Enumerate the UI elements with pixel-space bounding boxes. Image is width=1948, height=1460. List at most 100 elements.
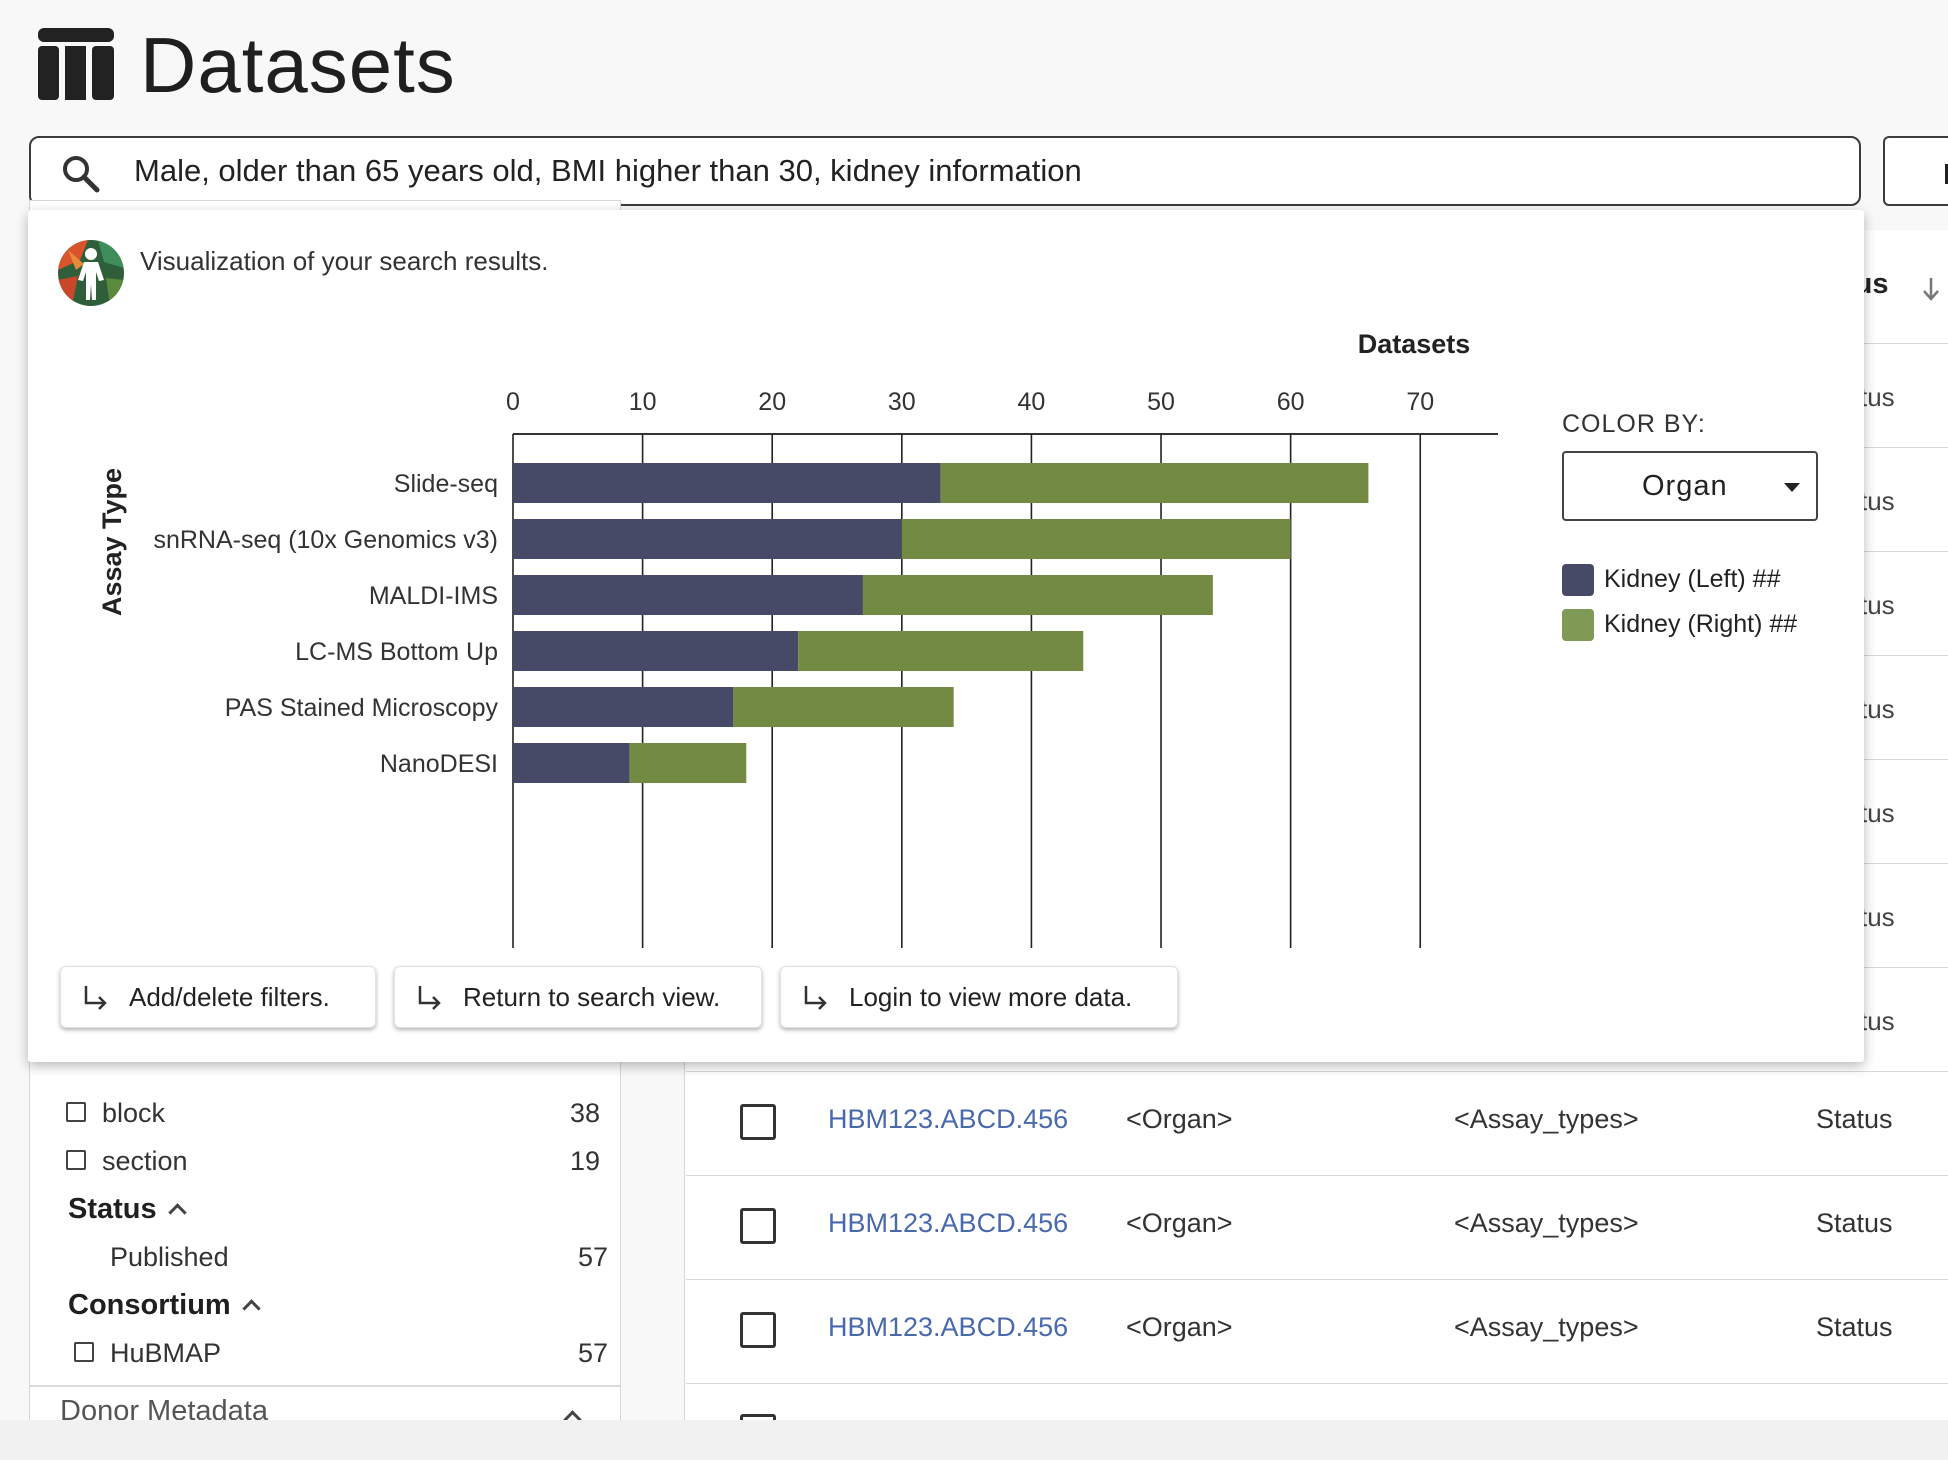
bar-kidney-right: [940, 463, 1369, 503]
bar-kidney-left: [513, 575, 863, 615]
filter-item-section[interactable]: section 19: [60, 1141, 600, 1181]
organ-cell: <Organ>: [1126, 1208, 1233, 1238]
dataset-id-link[interactable]: HBM123.ABCD.456: [828, 1104, 1069, 1134]
bar-kidney-left: [513, 463, 941, 503]
filter-item-count: 19: [569, 1146, 600, 1176]
x-tick-label: 40: [1018, 388, 1046, 416]
checkbox[interactable]: [66, 1102, 86, 1122]
status-cell: tus: [1860, 694, 1895, 724]
assistant-avatar-icon: [58, 240, 124, 306]
y-tick-label: MALDI-IMS: [369, 582, 498, 610]
status-cell: tus: [1860, 902, 1895, 932]
row-divider: [686, 1383, 1948, 1384]
x-tick-label: 50: [1147, 388, 1175, 416]
sort-arrow-icon[interactable]: [1922, 276, 1940, 302]
filter-item-block[interactable]: block 38: [60, 1093, 600, 1133]
table-row[interactable]: HBM123.ABCD.456 <Organ> <Assay_types> St…: [686, 1280, 1948, 1384]
filter-heading-status[interactable]: Status: [68, 1189, 187, 1229]
organ-cell: <Organ>: [1126, 1312, 1233, 1342]
filter-item-label: HuBMAP: [110, 1338, 222, 1368]
color-by-value: Organ: [1642, 470, 1728, 502]
status-cell: tus: [1860, 798, 1895, 828]
color-by-select[interactable]: Organ: [1562, 451, 1818, 521]
table-icon: [38, 28, 114, 100]
assay-cell: <Assay_types>: [1454, 1312, 1639, 1342]
filter-heading-consortium[interactable]: Consortium: [68, 1285, 261, 1325]
bar-kidney-right: [798, 631, 1084, 671]
filter-item-label: section: [102, 1146, 188, 1176]
return-arrow-icon: [418, 986, 441, 1010]
bar-kidney-left: [513, 743, 630, 783]
y-tick-label: NanoDESI: [380, 750, 498, 778]
filter-item-count: 38: [569, 1098, 600, 1128]
bar-kidney-left: [513, 631, 799, 671]
chevron-up-icon[interactable]: [563, 1410, 582, 1420]
row-divider: [686, 1071, 1948, 1072]
y-tick-label: Slide-seq: [394, 470, 498, 498]
y-tick-label: snRNA-seq (10x Genomics v3): [153, 526, 498, 554]
filter-heading-label: Consortium: [68, 1289, 231, 1321]
x-tick-label: 20: [758, 388, 786, 416]
datasets-page: Datasets Male, older than 65 years old, …: [28, 21, 1948, 1420]
x-tick-label: 0: [506, 388, 520, 416]
search-input[interactable]: Male, older than 65 years old, BMI highe…: [134, 153, 1082, 188]
legend-label: Kidney (Left) ##: [1604, 565, 1781, 593]
status-cell: Status: [1816, 1312, 1893, 1342]
stacked-bar-chart: Datasets Assay Type 0 10 20 30 40 50 60 70 Slide-s…: [97, 329, 1498, 948]
color-by-label: COLOR BY:: [1562, 410, 1706, 438]
assay-cell: <Assay_types>: [1454, 1104, 1639, 1134]
search-side-button[interactable]: [1883, 136, 1948, 206]
table-row[interactable]: [686, 1384, 1948, 1420]
table-row[interactable]: HBM123.ABCD.456 <Organ> <Assay_types> St…: [686, 1072, 1948, 1176]
x-tick-label: 10: [629, 388, 657, 416]
bar-kidney-left: [513, 687, 734, 727]
x-tick-label: 60: [1277, 388, 1305, 416]
checkbox[interactable]: [66, 1150, 86, 1170]
search-icon[interactable]: [61, 154, 101, 194]
page-title: Datasets: [140, 21, 456, 109]
bar-kidney-right: [862, 575, 1213, 615]
checkbox[interactable]: [74, 1342, 94, 1362]
organ-cell: <Organ>: [1126, 1104, 1233, 1134]
row-checkbox[interactable]: [740, 1312, 776, 1348]
row-checkbox[interactable]: [740, 1414, 776, 1420]
dataset-id-link[interactable]: HBM123.ABCD.456: [828, 1208, 1069, 1238]
status-cell: tus: [1860, 382, 1895, 412]
status-cell: Status: [1816, 1208, 1893, 1238]
y-axis-title: Assay Type: [97, 468, 127, 616]
dataset-id-link[interactable]: HBM123.ABCD.456: [828, 1312, 1069, 1342]
assay-cell: <Assay_types>: [1454, 1208, 1639, 1238]
filter-item-hubmap[interactable]: HuBMAP 57: [68, 1333, 608, 1373]
filter-item-count: 57: [577, 1242, 608, 1272]
row-checkbox[interactable]: [740, 1104, 776, 1140]
popup-subtitle: Visualization of your search results.: [140, 246, 549, 276]
status-cell: tus: [1860, 590, 1895, 620]
bar-kidney-right: [733, 687, 954, 727]
bar-kidney-left: [513, 519, 902, 559]
x-tick-label: 70: [1406, 388, 1434, 416]
row-divider: [686, 1279, 1948, 1280]
filter-item-count: 57: [577, 1338, 608, 1368]
filter-item-published[interactable]: Published 57: [68, 1237, 608, 1277]
search-bar[interactable]: Male, older than 65 years old, BMI highe…: [29, 136, 1861, 206]
button-label: Login to view more data.: [849, 982, 1133, 1012]
y-tick-label: PAS Stained Microscopy: [225, 694, 499, 722]
visualization-popup: Visualization of your search results. Da…: [28, 210, 1864, 1062]
caret-down-icon: [1784, 483, 1800, 492]
chevron-up-icon: [242, 1299, 261, 1318]
filter-heading-label: Status: [68, 1193, 157, 1225]
status-cell: Status: [1816, 1104, 1893, 1134]
login-button[interactable]: Login to view more data.: [780, 966, 1178, 1028]
button-label: Return to search view.: [463, 982, 721, 1012]
button-label: Add/delete filters.: [129, 982, 330, 1012]
legend-label: Kidney (Right) ##: [1604, 610, 1798, 638]
add-delete-filters-button[interactable]: Add/delete filters.: [60, 966, 376, 1028]
return-arrow-icon: [804, 986, 827, 1010]
filter-section-donor-metadata[interactable]: Donor Metadata: [60, 1395, 268, 1420]
return-to-search-button[interactable]: Return to search view.: [394, 966, 762, 1028]
status-cell: tus: [1860, 1006, 1895, 1036]
table-row[interactable]: HBM123.ABCD.456 <Organ> <Assay_types> St…: [686, 1176, 1948, 1280]
filter-item-label: block: [102, 1098, 166, 1128]
bar-kidney-right: [629, 743, 747, 783]
row-checkbox[interactable]: [740, 1208, 776, 1244]
